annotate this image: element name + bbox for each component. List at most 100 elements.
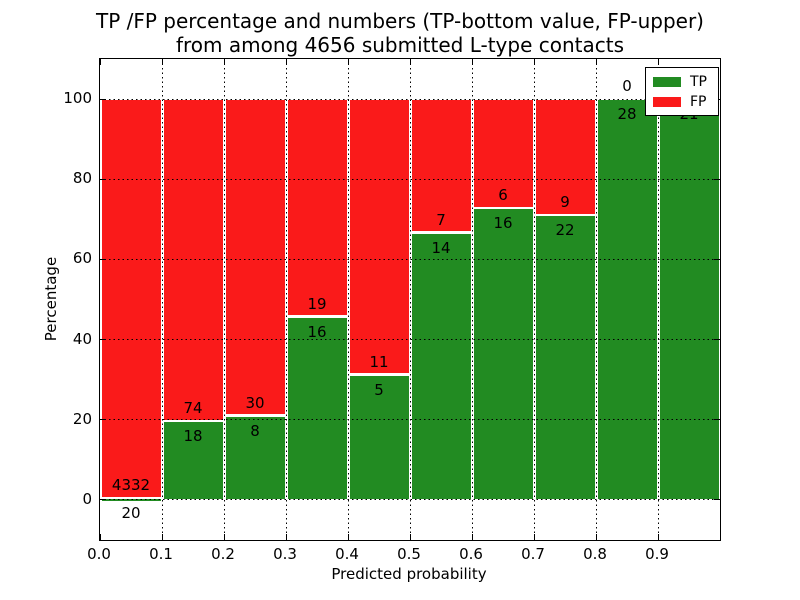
legend: TP FP (645, 67, 719, 116)
horizontal-gridline (100, 339, 720, 341)
vertical-gridline (409, 59, 411, 540)
bar-segment-tp (411, 233, 471, 499)
chart-title-line1: TP /FP percentage and numbers (TP-bottom… (96, 9, 704, 33)
x-tick-mark (99, 534, 101, 540)
bar-label-fp: 30 (245, 393, 265, 412)
bar-segment-tp (535, 216, 595, 499)
x-tick-mark (409, 534, 411, 540)
bar-segment-tp (163, 422, 223, 499)
x-tick-label: 0.9 (645, 545, 669, 563)
vertical-gridline (347, 59, 349, 540)
bar-segment-fp (287, 99, 347, 316)
x-tick-mark (719, 59, 721, 65)
y-tick-mark (714, 419, 720, 421)
x-tick-label: 0.1 (149, 545, 173, 563)
bar-label-fp: 9 (560, 193, 570, 212)
bar-label-tp: 14 (431, 238, 451, 257)
legend-row-fp: FP (646, 92, 718, 112)
bar-label-fp: 19 (307, 294, 327, 313)
x-tick-mark (471, 59, 473, 65)
bar-segment-fp (225, 99, 285, 415)
x-tick-label: 0.4 (335, 545, 359, 563)
x-tick-label: 0.3 (273, 545, 297, 563)
bar-segment-fp (101, 99, 161, 497)
bar-segment-tp (225, 416, 285, 499)
x-tick-mark (657, 534, 659, 540)
x-tick-mark (99, 59, 101, 65)
bar-label-fp: 74 (183, 399, 203, 418)
bar-label-tp: 22 (555, 221, 575, 240)
x-tick-mark (347, 59, 349, 65)
y-tick-mark (714, 499, 720, 501)
x-tick-mark (533, 534, 535, 540)
x-tick-mark (347, 534, 349, 540)
bar-segment-tp (659, 99, 719, 499)
y-tick-mark (100, 178, 106, 180)
bar-label-fp: 7 (436, 210, 446, 229)
bar-label-tp: 18 (183, 427, 203, 446)
x-tick-mark (657, 59, 659, 65)
y-tick-mark (100, 339, 106, 341)
vertical-gridline (285, 59, 287, 540)
y-tick-label: 80 (72, 169, 92, 188)
bar-segment-fp (411, 99, 471, 232)
horizontal-gridline (100, 98, 720, 100)
vertical-gridline (595, 59, 597, 540)
horizontal-gridline (100, 258, 720, 260)
y-tick-mark (100, 98, 106, 100)
bar-segment-tp (473, 209, 533, 499)
y-tick-label: 0 (82, 489, 92, 508)
bar-segment-tp (287, 317, 347, 499)
x-tick-mark (533, 59, 535, 65)
y-tick-mark (100, 499, 106, 501)
y-tick-label: 40 (72, 329, 92, 348)
x-tick-mark (471, 534, 473, 540)
x-tick-mark (161, 534, 163, 540)
chart-title-line2: from among 4656 submitted L-type contact… (175, 33, 625, 57)
bar-label-fp: 6 (498, 186, 508, 205)
legend-swatch-tp-icon (653, 77, 681, 87)
y-tick-mark (100, 419, 106, 421)
bar-segment-fp (535, 99, 595, 214)
legend-swatch-fp-icon (653, 97, 681, 107)
bar-label-fp: 0 (622, 77, 632, 96)
horizontal-gridline (100, 499, 720, 501)
vertical-gridline (161, 59, 163, 540)
bar-label-tp: 8 (250, 421, 260, 440)
bar-label-fp: 4332 (111, 476, 151, 495)
bar-label-tp: 20 (121, 504, 141, 523)
bar-label-tp: 16 (493, 214, 513, 233)
horizontal-gridline (100, 178, 720, 180)
chart-title: TP /FP percentage and numbers (TP-bottom… (0, 9, 800, 57)
bar-segment-tp (597, 99, 657, 499)
y-tick-label: 60 (72, 249, 92, 268)
y-tick-mark (714, 258, 720, 260)
x-tick-label: 0.8 (583, 545, 607, 563)
x-tick-mark (595, 59, 597, 65)
bar-segment-fp (349, 99, 409, 374)
y-axis-label: Percentage (42, 256, 60, 342)
x-tick-label: 0.0 (87, 545, 111, 563)
bar-label-tp: 28 (617, 105, 637, 124)
x-tick-mark (285, 59, 287, 65)
x-tick-mark (223, 534, 225, 540)
bar-segment-tp (349, 375, 409, 499)
y-tick-mark (100, 258, 106, 260)
x-tick-mark (161, 59, 163, 65)
vertical-gridline (533, 59, 535, 540)
bar-segment-fp (473, 99, 533, 207)
x-tick-mark (285, 534, 287, 540)
horizontal-gridline (100, 419, 720, 421)
x-tick-label: 0.7 (521, 545, 545, 563)
bar-label-tp: 5 (374, 380, 384, 399)
x-axis-label: Predicted probability (331, 565, 487, 583)
bar-label-tp: 16 (307, 322, 327, 341)
x-tick-label: 0.2 (211, 545, 235, 563)
y-tick-mark (714, 178, 720, 180)
y-tick-mark (714, 339, 720, 341)
x-tick-label: 0.5 (397, 545, 421, 563)
legend-label-tp: TP (690, 74, 707, 90)
y-tick-label: 100 (63, 89, 92, 108)
x-tick-mark (223, 59, 225, 65)
